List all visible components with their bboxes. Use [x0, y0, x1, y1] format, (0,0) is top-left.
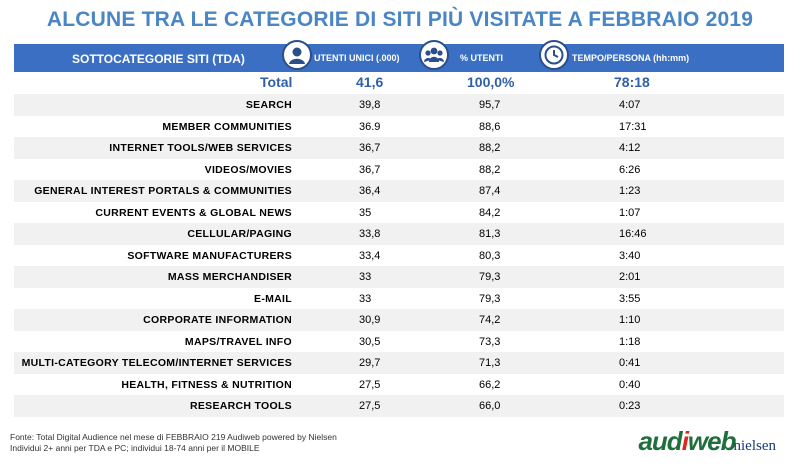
footer-line-2: Individui 2+ anni per TDA e PC; individu…	[10, 443, 260, 453]
row-pct: 79,3	[479, 292, 501, 305]
row-users: 30,9	[359, 314, 381, 326]
table-row: GENERAL INTEREST PORTALS & COMMUNITIES 36…	[14, 180, 784, 202]
row-pct: 84,2	[479, 206, 501, 219]
row-category: RESEARCH TOOLS	[189, 400, 292, 412]
row-pct: 88,6	[479, 120, 501, 133]
table-row: CORPORATE INFORMATION 30,9 74,2 1:10	[14, 309, 784, 331]
chart-title: ALCUNE TRA LE CATEGORIE DI SITI PIÙ VISI…	[46, 8, 754, 31]
row-time: 4:12	[619, 142, 641, 154]
audiweb-nielsen-logo: audiwebnielsen	[638, 426, 776, 457]
row-users: 33,8	[359, 228, 381, 240]
header-pct: % UTENTI	[460, 53, 504, 63]
clock-icon	[539, 40, 569, 70]
audiweb-wordmark: audiweb	[638, 426, 736, 456]
row-pct: 79,3	[479, 271, 501, 283]
row-category: CURRENT EVENTS & GLOBAL NEWS	[95, 206, 292, 219]
row-time: 1:18	[619, 335, 641, 348]
table-row: CELLULAR/PAGING 33,8 81,3 16:46	[14, 223, 784, 245]
table-row: MASS MERCHANDISER 33 79,3 2:01	[14, 266, 784, 288]
total-users: 41,6	[356, 74, 384, 90]
row-users: 33	[359, 271, 372, 283]
table-row: INTERNET TOOLS/WEB SERVICES 36,7 88,2 4:12	[14, 137, 784, 159]
row-pct: 80,3	[479, 249, 501, 262]
row-users: 36,7	[359, 163, 381, 176]
users-group-icon	[419, 40, 449, 70]
total-row: Total 41,6 100,0% 78:18	[14, 74, 784, 92]
row-users: 29,7	[359, 357, 381, 369]
table-row: MEMBER COMMUNITIES 36.9 88,6 17:31	[14, 116, 784, 138]
row-category: CELLULAR/PAGING	[187, 228, 292, 240]
row-users: 27,5	[359, 400, 381, 412]
header-users: UTENTI UNICI (.000)	[314, 53, 400, 63]
row-category: INTERNET TOOLS/WEB SERVICES	[109, 142, 292, 154]
row-pct: 73,3	[479, 335, 501, 348]
row-time: 1:23	[619, 185, 641, 197]
table-row: SEARCH 39,8 95,7 4:07	[14, 94, 784, 116]
row-users: 27,5	[359, 378, 381, 391]
row-pct: 66,0	[479, 400, 501, 412]
total-pct: 100,0%	[467, 74, 515, 90]
row-time: 0:23	[619, 400, 641, 412]
header-time: TEMPO/PERSONA (hh:mm)	[572, 53, 690, 63]
table-row: SOFTWARE MANUFACTURERS 33,4 80,3 3:40	[14, 245, 784, 267]
row-category: MEMBER COMMUNITIES	[162, 120, 292, 133]
row-category: MULTI-CATEGORY TELECOM/INTERNET SERVICES	[21, 357, 292, 369]
row-pct: 87,4	[479, 185, 501, 197]
row-category: MAPS/TRAVEL INFO	[184, 335, 292, 348]
table-row: VIDEOS/MOVIES 36,7 88,2 6:26	[14, 159, 784, 181]
table-body: SEARCH 39,8 95,7 4:07 MEMBER COMMUNITIES 36.9…	[14, 94, 784, 417]
row-category: MASS MERCHANDISER	[167, 271, 292, 283]
row-users: 30,5	[359, 335, 381, 348]
row-users: 36,7	[359, 142, 381, 154]
row-pct: 66,2	[479, 378, 501, 391]
row-time: 1:10	[619, 314, 641, 326]
total-time: 78:18	[614, 74, 650, 90]
table-row: RESEARCH TOOLS 27,5 66,0 0:23	[14, 395, 784, 417]
row-time: 4:07	[619, 99, 641, 111]
table-header: SOTTOCATEGORIE SITI (TDA) UTENTI UNICI (…	[14, 40, 784, 72]
table-row: E-MAIL 33 79,3 3:55	[14, 288, 784, 310]
row-users: 36.9	[359, 120, 381, 133]
source-footer: Fonte: Total Digital Audience nel mese d…	[10, 432, 337, 454]
row-time: 0:40	[619, 378, 641, 391]
row-time: 0:41	[619, 357, 641, 369]
table-row: MAPS/TRAVEL INFO 30,5 73,3 1:18	[14, 331, 784, 353]
row-time: 3:40	[619, 249, 641, 262]
row-time: 6:26	[619, 163, 641, 176]
row-users: 39,8	[359, 99, 381, 111]
row-pct: 88,2	[479, 142, 501, 154]
row-users: 35	[359, 206, 372, 219]
row-time: 17:31	[619, 120, 647, 133]
footer-line-1: Fonte: Total Digital Audience nel mese d…	[10, 432, 337, 442]
table-row: MULTI-CATEGORY TELECOM/INTERNET SERVICES…	[14, 352, 784, 374]
row-category: HEALTH, FITNESS & NUTRITION	[121, 378, 292, 391]
row-users: 33,4	[359, 249, 381, 262]
nielsen-wordmark: nielsen	[733, 438, 777, 454]
row-category: SOFTWARE MANUFACTURERS	[127, 249, 292, 262]
row-time: 1:07	[619, 206, 641, 219]
row-category: GENERAL INTEREST PORTALS & COMMUNITIES	[34, 185, 292, 197]
row-users: 36,4	[359, 185, 381, 197]
row-category: VIDEOS/MOVIES	[204, 163, 292, 176]
row-category: E-MAIL	[254, 292, 292, 305]
row-pct: 71,3	[479, 357, 501, 369]
row-category: CORPORATE INFORMATION	[143, 314, 292, 326]
table-row: CURRENT EVENTS & GLOBAL NEWS 35 84,2 1:07	[14, 202, 784, 224]
row-time: 2:01	[619, 271, 641, 283]
total-label: Total	[260, 74, 293, 90]
row-users: 33	[359, 292, 372, 305]
table-row: HEALTH, FITNESS & NUTRITION 27,5 66,2 0:40	[14, 374, 784, 396]
row-time: 16:46	[619, 228, 647, 240]
header-category: SOTTOCATEGORIE SITI (TDA)	[72, 52, 245, 66]
row-category: SEARCH	[245, 99, 292, 111]
user-icon	[282, 40, 312, 70]
row-pct: 74,2	[479, 314, 501, 326]
row-pct: 88,2	[479, 163, 501, 176]
row-pct: 81,3	[479, 228, 501, 240]
row-pct: 95,7	[479, 99, 501, 111]
row-time: 3:55	[619, 292, 641, 305]
